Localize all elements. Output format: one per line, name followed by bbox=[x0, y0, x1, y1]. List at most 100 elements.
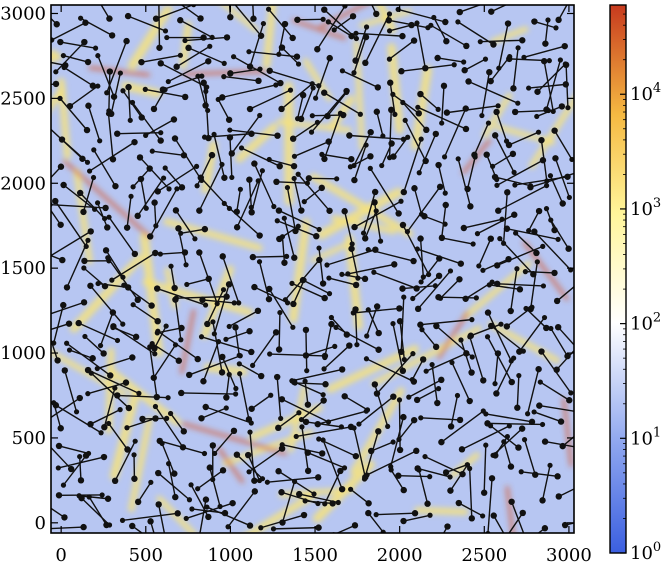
x-tick-label: 500 bbox=[129, 545, 163, 566]
particle-bead bbox=[198, 334, 205, 340]
particle-stick bbox=[411, 359, 424, 380]
particle-bead bbox=[424, 500, 431, 507]
particle-stick bbox=[508, 512, 524, 533]
y-tick-label: 500 bbox=[12, 428, 46, 449]
particle-bead bbox=[390, 439, 396, 445]
particle-stick bbox=[528, 210, 540, 231]
particle-bead bbox=[463, 42, 470, 50]
particle-bead bbox=[124, 446, 131, 453]
particle-bead bbox=[321, 155, 328, 163]
particle-bead bbox=[350, 310, 356, 316]
x-tick-label: 3000 bbox=[546, 545, 592, 566]
particle-stick bbox=[154, 406, 184, 448]
particle-bead bbox=[438, 234, 446, 242]
particle-bead bbox=[188, 482, 194, 488]
particle-stick bbox=[238, 363, 262, 377]
particle-bead bbox=[373, 208, 379, 214]
particle-bead bbox=[562, 81, 569, 88]
particle-stick bbox=[213, 284, 230, 335]
particle-bead bbox=[155, 469, 162, 477]
particle-bead bbox=[185, 371, 193, 379]
particle-stick bbox=[342, 70, 379, 89]
particle-stick bbox=[550, 219, 570, 250]
particle-bead bbox=[553, 297, 561, 305]
particle-stick bbox=[388, 109, 392, 158]
particle-bead bbox=[535, 365, 542, 373]
particle-stick bbox=[305, 345, 335, 357]
particle-bead bbox=[511, 169, 517, 175]
particle-stick bbox=[446, 105, 499, 114]
particle-bead bbox=[166, 461, 172, 467]
particle-stick bbox=[366, 450, 417, 476]
particle-bead bbox=[487, 235, 494, 242]
particle-bead bbox=[422, 157, 429, 165]
particle-stick bbox=[79, 192, 106, 220]
particle-bead bbox=[388, 106, 395, 114]
particle-stick bbox=[248, 179, 252, 208]
particle-bead bbox=[290, 324, 296, 330]
particle-bead bbox=[196, 207, 203, 214]
particle-stick bbox=[392, 136, 409, 158]
particle-bead bbox=[414, 305, 422, 313]
particle-bead bbox=[132, 438, 138, 444]
particle-bead bbox=[289, 34, 296, 42]
particle-bead bbox=[322, 381, 329, 388]
particle-stick bbox=[111, 252, 156, 281]
particle-stick bbox=[149, 188, 178, 237]
particle-stick bbox=[212, 321, 223, 373]
particle-stick bbox=[441, 204, 447, 238]
particle-bead bbox=[275, 346, 283, 353]
particle-bead bbox=[88, 370, 94, 376]
particle-bead bbox=[505, 255, 512, 263]
particle-bead bbox=[95, 280, 101, 287]
particle-bead bbox=[578, 429, 583, 434]
particle-bead bbox=[112, 182, 119, 190]
particle-stick bbox=[78, 456, 82, 481]
particle-bead bbox=[341, 465, 348, 471]
particle-bead bbox=[352, 281, 360, 289]
particle-bead bbox=[392, 111, 398, 117]
particle-bead bbox=[278, 396, 286, 403]
particle-bead bbox=[266, 67, 273, 74]
particle-stick bbox=[469, 336, 484, 381]
particle-bead bbox=[334, 176, 340, 182]
particle-bead bbox=[171, 284, 178, 292]
particle-bead bbox=[248, 405, 255, 412]
particle-bead bbox=[136, 154, 144, 161]
particle-bead bbox=[204, 84, 210, 90]
particle-bead bbox=[325, 19, 331, 25]
particle-bead bbox=[321, 6, 328, 13]
particle-stick bbox=[97, 55, 115, 98]
particle-stick bbox=[90, 372, 130, 409]
particle-bead bbox=[434, 543, 439, 548]
particle-bead bbox=[304, 368, 310, 374]
particle-stick bbox=[344, 395, 368, 411]
particle-bead bbox=[220, 287, 227, 293]
particle-bead bbox=[225, 281, 233, 288]
particle-bead bbox=[148, 479, 154, 485]
particle-stick bbox=[314, 57, 331, 99]
particle-bead bbox=[538, 136, 545, 144]
particle-bead bbox=[281, 20, 289, 28]
particle-bead bbox=[539, 497, 546, 504]
particle-bead bbox=[349, 13, 357, 20]
particle-bead bbox=[460, 224, 468, 232]
particle-bead bbox=[82, 452, 90, 459]
x-tick-label: 1500 bbox=[292, 545, 338, 566]
particle-bead bbox=[509, 150, 517, 158]
particle-stick bbox=[60, 41, 96, 49]
particle-bead bbox=[540, 57, 548, 65]
particle-bead bbox=[302, 326, 310, 334]
particle-bead bbox=[379, 162, 385, 169]
particle-stick bbox=[63, 66, 94, 87]
particle-bead bbox=[153, 393, 161, 401]
particle-bead bbox=[166, 186, 172, 192]
particle-bead bbox=[440, 82, 448, 90]
particle-bead bbox=[53, 69, 59, 75]
particle-stick bbox=[556, 285, 574, 302]
particle-bead bbox=[195, 486, 201, 492]
particle-bead bbox=[147, 518, 154, 525]
particle-bead bbox=[284, 184, 291, 191]
particle-stick bbox=[112, 326, 137, 338]
particle-stick bbox=[296, 94, 304, 119]
